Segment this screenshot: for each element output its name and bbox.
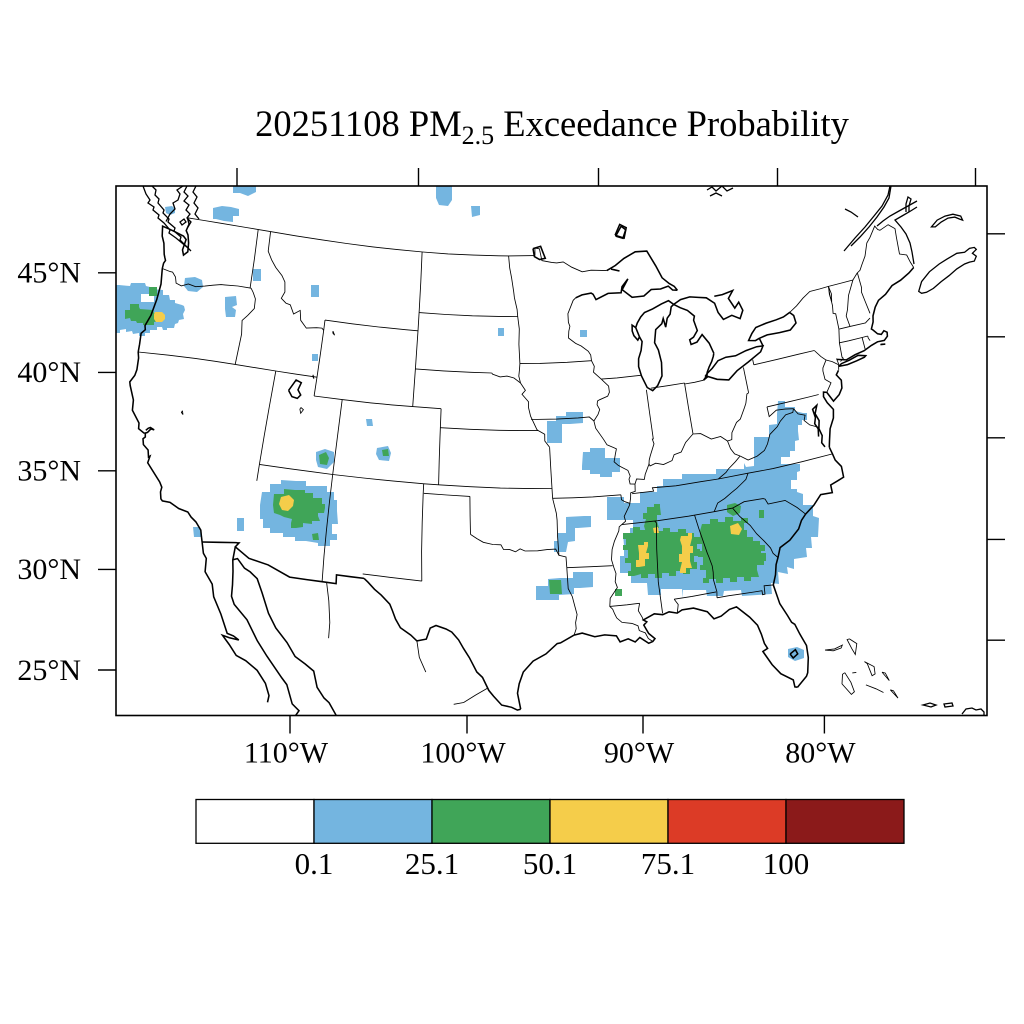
svg-text:90°W: 90°W	[604, 737, 675, 770]
svg-text:25°N: 25°N	[17, 654, 81, 687]
svg-text:80°W: 80°W	[785, 737, 856, 770]
svg-text:45°N: 45°N	[17, 257, 81, 290]
svg-text:20251108 PM2.5 Exceedance Prob: 20251108 PM2.5 Exceedance Probability	[255, 103, 849, 150]
svg-text:100: 100	[763, 846, 810, 881]
svg-text:0.1: 0.1	[295, 846, 334, 881]
svg-text:25.1: 25.1	[405, 846, 459, 881]
svg-text:35°N: 35°N	[17, 455, 81, 488]
svg-text:75.1: 75.1	[641, 846, 695, 881]
svg-text:110°W: 110°W	[244, 737, 329, 770]
svg-text:40°N: 40°N	[17, 356, 81, 389]
svg-text:100°W: 100°W	[420, 737, 506, 770]
svg-text:50.1: 50.1	[523, 846, 577, 881]
svg-text:30°N: 30°N	[17, 553, 81, 586]
